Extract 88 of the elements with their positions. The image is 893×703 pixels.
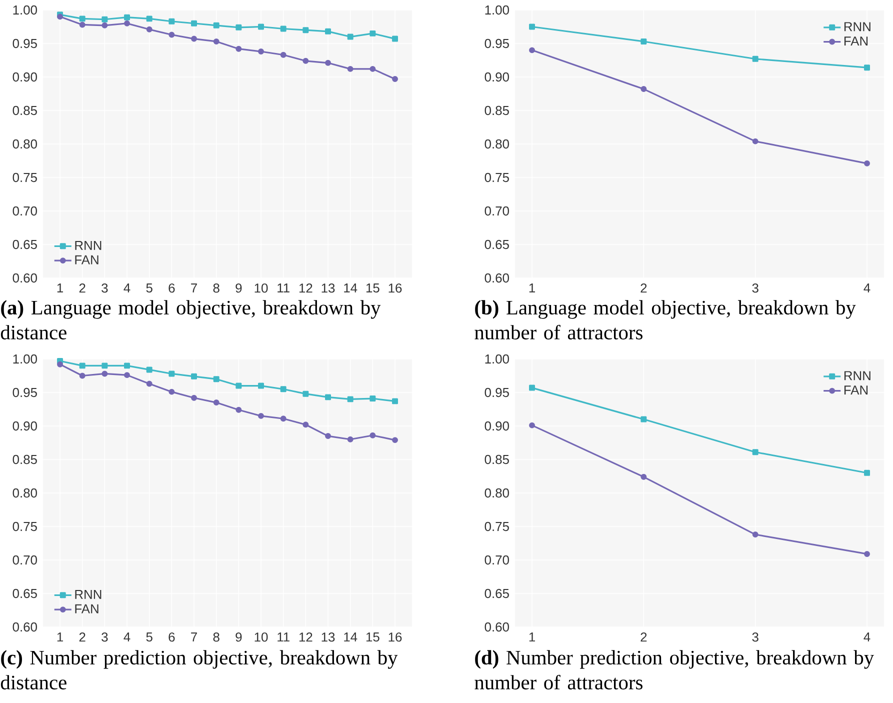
y-tick-label: 0.95: [484, 388, 509, 398]
x-tick-label: 6: [168, 632, 175, 642]
x-tick-label: 12: [299, 283, 312, 293]
y-tick-label: 0.75: [484, 522, 509, 532]
x-tick-label: 11: [278, 632, 290, 642]
x-tick-label: 12: [299, 632, 312, 642]
x-tick-label: 8: [213, 632, 220, 642]
x-tick-label: 3: [102, 632, 108, 642]
x-tick-label: 3: [102, 283, 108, 293]
text: (b) Language model objective, breakdown by number of attractors: [474, 300, 856, 340]
x-tick-label: 4: [864, 284, 870, 292]
x-tick-label: 1: [529, 632, 535, 642]
y-tick-label: 0.60: [12, 622, 37, 632]
y-tick-label: 0.90: [12, 421, 37, 431]
y-tick-label: 0.65: [484, 588, 509, 598]
x-tick-label: 4: [864, 632, 870, 642]
x-tick-label: 10: [254, 283, 268, 293]
y-tick-label: 0.70: [12, 555, 37, 565]
x-tick-label: 16: [388, 632, 402, 642]
legend-label: FAN: [844, 36, 868, 46]
x-tick-label: 5: [146, 284, 152, 293]
y-tick-label: 0.70: [484, 206, 509, 216]
legend-label: RNN: [75, 240, 102, 250]
y-tick-label: 0.60: [484, 622, 509, 632]
y-tick-label: 0.85: [12, 454, 37, 464]
legend-label: FAN: [75, 255, 98, 264]
x-tick-label: 15: [366, 284, 380, 293]
y-tick-label: 0.80: [12, 488, 37, 498]
y-tick-label: 0.75: [12, 172, 37, 182]
x-tick-label: 8: [213, 283, 220, 293]
x-tick-label: 2: [640, 283, 647, 293]
x-tick-label: 13: [322, 283, 335, 293]
legend-label: FAN: [75, 604, 98, 614]
x-tick-label: 2: [79, 283, 86, 293]
x-tick-label: 16: [388, 283, 402, 293]
y-tick-label: 0.75: [484, 172, 509, 182]
x-tick-label: 14: [344, 284, 358, 292]
y-tick-label: 0.80: [12, 139, 37, 149]
legend-label: RNN: [844, 22, 870, 32]
y-tick-label: 0.95: [12, 388, 37, 398]
y-tick-label: 0.90: [484, 72, 509, 82]
y-tick-label: 0.85: [484, 106, 509, 116]
x-tick-label: 2: [640, 632, 647, 642]
x-tick-label: 11: [278, 284, 290, 292]
y-tick-label: 0.65: [484, 240, 509, 250]
x-tick-label: 14: [344, 632, 358, 642]
y-tick-label: 0.75: [12, 522, 37, 532]
legend-label: RNN: [75, 590, 102, 599]
y-tick-label: 0.65: [12, 240, 37, 250]
y-tick-label: 1.00: [13, 354, 37, 364]
y-tick-label: 0.65: [12, 588, 37, 598]
x-tick-label: 10: [254, 632, 268, 642]
text: (a) Language model objective, breakdown by distance: [0, 300, 381, 340]
x-tick-label: 1: [57, 284, 63, 292]
x-tick-label: 3: [752, 632, 758, 642]
y-tick-label: 1.00: [485, 5, 509, 15]
y-tick-label: 0.95: [484, 38, 509, 48]
x-tick-label: 1: [57, 632, 63, 642]
y-tick-label: 0.85: [12, 106, 37, 116]
y-tick-label: 0.95: [12, 38, 37, 48]
y-tick-label: 0.85: [484, 454, 509, 464]
y-tick-label: 0.60: [484, 273, 509, 283]
x-tick-label: 2: [79, 632, 86, 642]
x-tick-label: 15: [366, 632, 380, 642]
y-tick-label: 0.80: [484, 488, 509, 498]
x-tick-label: 5: [146, 632, 152, 642]
x-tick-label: 1: [529, 284, 535, 292]
legend-label: RNN: [844, 371, 870, 380]
x-tick-label: 7: [191, 632, 197, 642]
y-tick-label: 1.00: [13, 5, 37, 15]
legend-label: FAN: [844, 386, 868, 395]
y-tick-label: 0.90: [12, 72, 37, 82]
x-tick-label: 9: [236, 632, 242, 642]
y-tick-label: 0.90: [484, 421, 509, 431]
x-tick-label: 7: [191, 284, 197, 292]
x-tick-label: 13: [322, 632, 335, 642]
text: (c) Number prediction objective, breakdown by distance: [0, 650, 398, 690]
x-tick-label: 4: [124, 284, 130, 292]
y-tick-label: 1.00: [485, 354, 509, 364]
text: (d) Number prediction objective, breakdown by number of attractors: [474, 650, 874, 690]
y-tick-label: 0.80: [484, 139, 509, 149]
y-tick-label: 0.70: [12, 206, 37, 216]
x-tick-label: 4: [124, 632, 130, 642]
y-tick-label: 0.60: [12, 273, 37, 283]
x-tick-label: 6: [168, 283, 175, 293]
y-tick-label: 0.70: [484, 555, 509, 565]
x-tick-label: 9: [236, 283, 242, 293]
x-tick-label: 3: [752, 283, 758, 293]
